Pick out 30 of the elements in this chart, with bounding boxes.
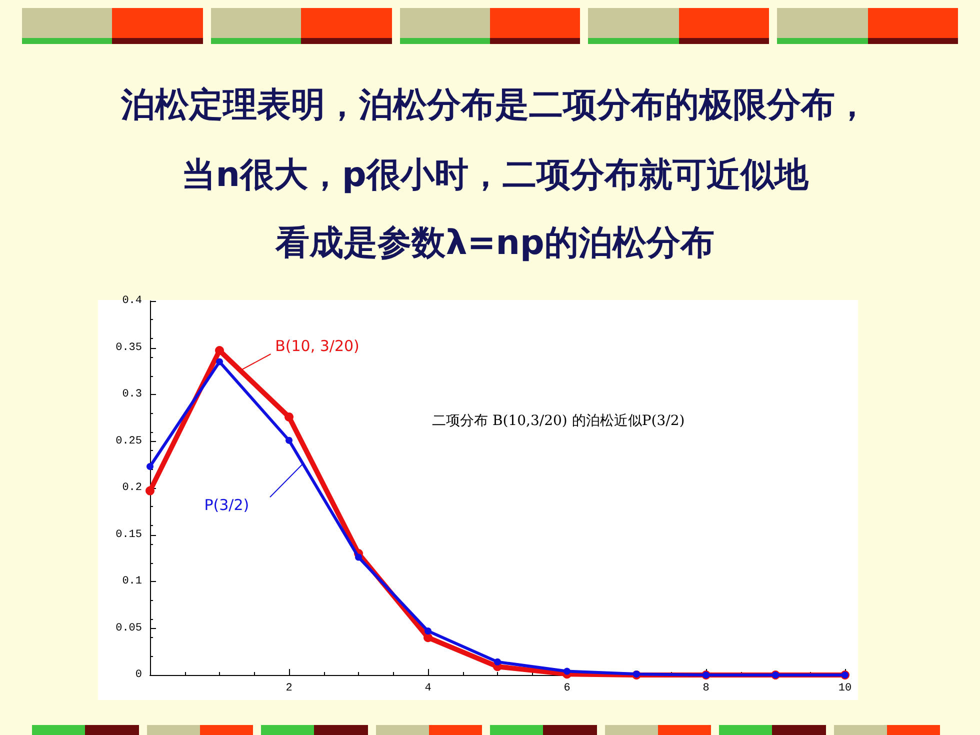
- point: [215, 346, 224, 356]
- x-tick-label: 2: [286, 682, 292, 694]
- y-tick-label: 0.35: [116, 342, 142, 354]
- point: [284, 412, 294, 422]
- chart-title: 泊松定理表明，泊松分布是二项分布的极限分布，: [120, 85, 869, 125]
- point: [286, 436, 292, 444]
- y-tick-label: 0.25: [116, 435, 142, 448]
- annotation: 二项分布 B(10,3/20) 的泊松近似P(3/2): [432, 413, 685, 429]
- x-tick-label: 6: [564, 682, 570, 694]
- y-tick-label: 0.3: [122, 388, 142, 400]
- x-tick-label: 10: [838, 682, 852, 694]
- x-tick-label: 8: [702, 682, 710, 694]
- point: [355, 554, 362, 561]
- y-tick-label: 0: [135, 669, 142, 681]
- point: [146, 462, 154, 470]
- y-tick-label: 0.2: [122, 482, 142, 494]
- y-tick-label: 0.15: [116, 528, 142, 541]
- point: [146, 486, 154, 496]
- point: [424, 633, 432, 642]
- x-tick-label: 4: [424, 682, 432, 694]
- y-tick-label: 0.1: [122, 576, 142, 588]
- chart-subtitle: 当n很大，p很小时，二项分布就可近似地看成是参数λ=np的泊松分布: [182, 155, 810, 263]
- point: [494, 658, 501, 666]
- y-tick-label: 0.4: [122, 295, 142, 307]
- point: [564, 668, 570, 675]
- y-tick-label: 0.05: [116, 622, 142, 634]
- text: P(3/2): [204, 496, 250, 514]
- point: [424, 628, 432, 635]
- point: [216, 358, 223, 366]
- text: B(10, 3/20): [275, 336, 360, 355]
